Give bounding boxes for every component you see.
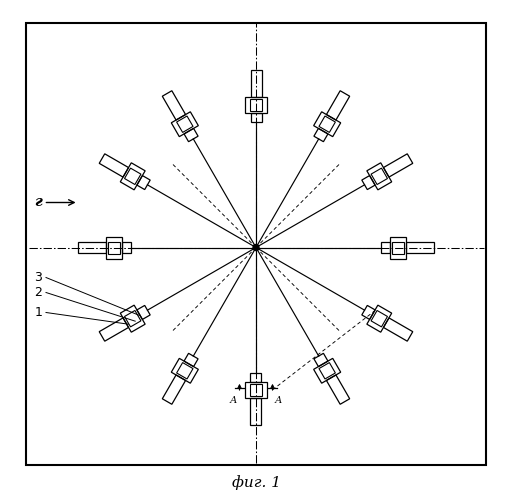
Text: фиг. 1: фиг. 1 [231, 475, 281, 490]
Circle shape [253, 244, 259, 250]
Text: 2: 2 [35, 286, 42, 299]
Text: г: г [35, 196, 42, 209]
Text: 3: 3 [35, 271, 42, 284]
Text: А: А [230, 396, 237, 405]
Text: А: А [275, 396, 282, 405]
Text: 1: 1 [35, 306, 42, 319]
Bar [26, 22, 486, 465]
